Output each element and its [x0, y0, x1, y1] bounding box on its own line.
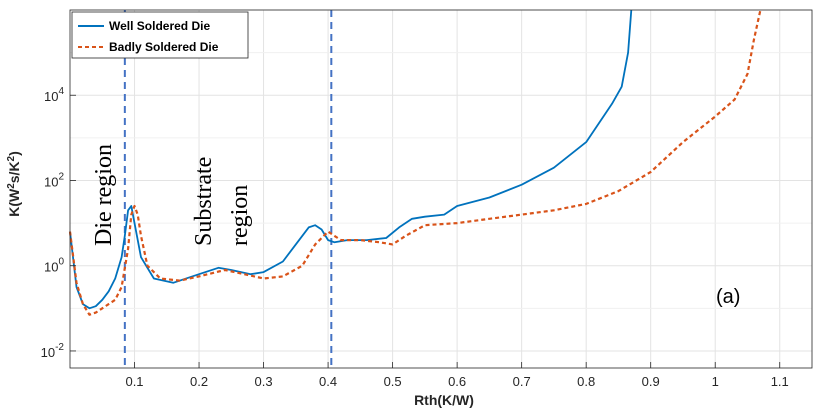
legend-label-well-soldered: Well Soldered Die [109, 19, 210, 33]
y-axis-label-sup2: 2 [6, 155, 17, 161]
x-tick-label: 0.6 [448, 374, 466, 389]
x-tick-label: 1.1 [771, 374, 789, 389]
annotation-die-region: Die region [91, 144, 117, 246]
axes: 0.1 0.2 0.3 0.4 0.5 0.6 0.7 0.8 0.9 1 1.1 10-2 100 10… [41, 9, 813, 389]
gridlines [70, 9, 812, 368]
legend: Well Soldered Die Badly Soldered Die [71, 11, 249, 59]
series-lines [68, 9, 762, 316]
x-tick-label: 0.8 [577, 374, 595, 389]
x-tick-label: 0.4 [319, 374, 337, 389]
panel-label: (a) [716, 286, 740, 308]
x-tick-label: 0.7 [513, 374, 531, 389]
x-tick-label: 0.5 [384, 374, 402, 389]
y-axis-label-sup: 2 [6, 183, 17, 189]
annotation-substrate-line2: region [227, 185, 253, 246]
x-tick-label: 0.3 [255, 374, 273, 389]
series-badly-soldered-line [68, 9, 762, 316]
x-tick-label: 0.2 [190, 374, 208, 389]
legend-label-badly-soldered: Badly Soldered Die [109, 40, 219, 54]
legend-box [71, 11, 249, 59]
y-tick-label: 100 [44, 257, 64, 275]
series-well-soldered-line [69, 9, 633, 310]
y-tick-label: 104 [44, 86, 64, 104]
y-tick-label: 10-2 [41, 342, 65, 360]
x-tick-label: 0.9 [642, 374, 660, 389]
y-axis-label: K(W2s/K2) [6, 151, 23, 217]
x-axis-label: Rth(K/W) [414, 392, 474, 408]
y-tick-label: 102 [44, 171, 64, 189]
plot-frame [69, 9, 813, 369]
x-tick-label: 0.1 [125, 374, 143, 389]
x-tick-label: 1 [712, 374, 719, 389]
annotation-substrate-line1: Substrate [191, 157, 217, 246]
